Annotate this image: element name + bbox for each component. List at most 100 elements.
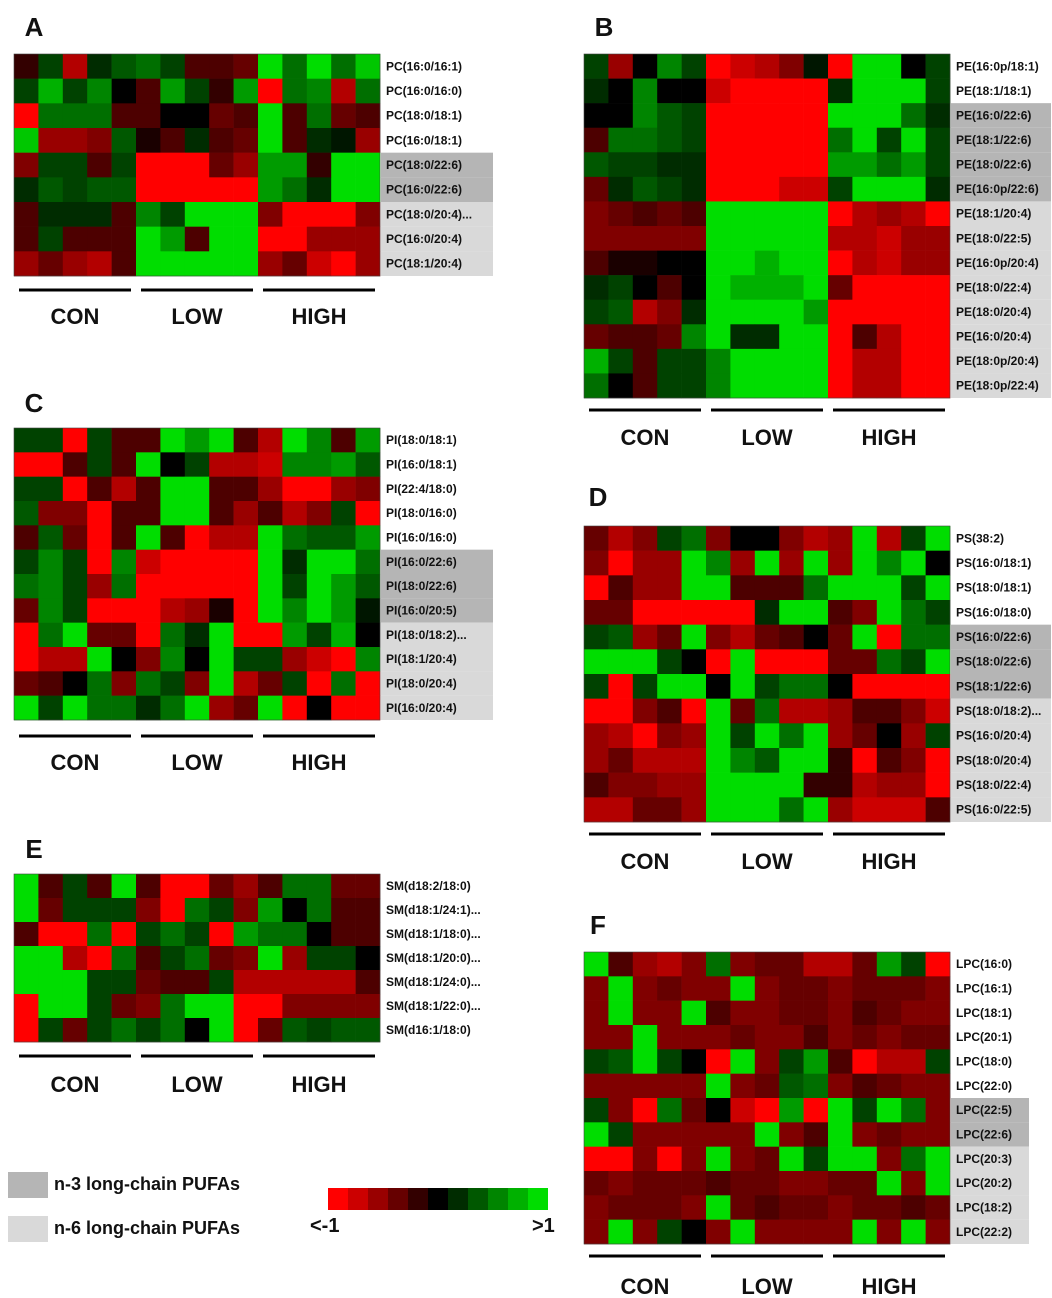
heatmap-cell: [706, 797, 731, 823]
row-label: SM(d18:1/22:0)...: [386, 999, 481, 1013]
heatmap-cell: [803, 1073, 829, 1099]
heatmap-cell: [160, 128, 186, 153]
heatmap-cell: [87, 54, 112, 79]
heatmap-cell: [754, 698, 780, 724]
row-highlight-n3: [381, 574, 493, 599]
heatmap-cell: [62, 177, 88, 203]
row-label: PC(18:0/22:6): [386, 158, 462, 172]
heatmap-cell: [681, 698, 707, 724]
heatmap-cell: [852, 649, 878, 675]
heatmap-cell: [111, 177, 137, 203]
heatmap-cell: [901, 674, 926, 699]
heatmap-cell: [282, 874, 308, 899]
heatmap-cell: [706, 275, 731, 301]
heatmap-cell: [901, 1146, 926, 1172]
heatmap-cell: [803, 275, 829, 301]
row-highlight-n3: [951, 649, 1051, 674]
heatmap-cell: [306, 574, 332, 599]
heatmap-cell: [608, 373, 634, 399]
row-label: SM(d18:1/24:0)...: [386, 975, 481, 989]
heatmap-cell: [779, 176, 804, 202]
heatmap-cell: [632, 1098, 658, 1123]
heatmap-cell: [111, 501, 137, 526]
heatmap-cell: [803, 952, 829, 977]
row-label: LPC(20:3): [956, 1152, 1012, 1166]
heatmap-cell: [331, 898, 356, 923]
heatmap-cell: [136, 970, 161, 995]
heatmap-cell: [306, 501, 332, 526]
heatmap-cell: [925, 226, 951, 251]
heatmap-cell: [754, 649, 780, 675]
heatmap-cell: [730, 797, 756, 823]
heatmap-cell: [803, 748, 829, 773]
heatmap-cell: [136, 177, 161, 203]
heatmap-cell: [233, 874, 259, 899]
heatmap-cell: [852, 976, 878, 1001]
heatmap-cell: [282, 946, 308, 971]
heatmap-cell: [233, 1018, 259, 1043]
heatmap-cell: [681, 1146, 707, 1172]
heatmap-cell: [87, 78, 112, 104]
heatmap-cell: [925, 649, 951, 675]
heatmap-cell: [706, 526, 731, 551]
heatmap-cell: [136, 922, 161, 947]
heatmap-cell: [779, 1098, 804, 1123]
heatmap-cell: [608, 649, 634, 675]
row-highlight-n6: [951, 373, 1051, 398]
heatmap-cell: [876, 526, 902, 551]
heatmap-cell: [258, 695, 283, 721]
heatmap-cell: [306, 695, 332, 721]
heatmap-cell: [331, 671, 356, 696]
row-label: PC(16:0/22:6): [386, 183, 462, 197]
heatmap-cell: [355, 452, 381, 477]
heatmap-cell: [184, 128, 210, 153]
heatmap-cell: [657, 698, 682, 724]
row-highlight-n3: [951, 624, 1051, 650]
heatmap-cell: [925, 600, 951, 625]
heatmap-cell: [876, 275, 902, 301]
row-label: LPC(18:2): [956, 1201, 1012, 1215]
heatmap-cell: [584, 54, 609, 79]
heatmap-cell: [754, 348, 780, 374]
row-label: PC(18:1/20:4): [386, 257, 462, 271]
panel-letter: B: [595, 12, 614, 42]
heatmap-cell: [160, 1018, 186, 1043]
heatmap-cell: [331, 428, 356, 453]
heatmap-cell: [306, 54, 332, 79]
heatmap-cell: [355, 226, 381, 252]
heatmap-cell: [681, 550, 707, 576]
color-scale-cell: [528, 1188, 548, 1210]
heatmap-cell: [852, 299, 878, 325]
heatmap-cell: [160, 898, 186, 923]
heatmap-cell: [136, 994, 161, 1019]
heatmap-cell: [331, 970, 356, 995]
heatmap-cell: [803, 674, 829, 699]
heatmap-cell: [184, 1018, 210, 1043]
heatmap-cell: [584, 600, 609, 625]
heatmap-cell: [779, 723, 804, 749]
heatmap-cell: [184, 549, 210, 575]
heatmap-cell: [754, 250, 780, 276]
heatmap-cell: [657, 723, 682, 749]
heatmap-cell: [184, 525, 210, 550]
heatmap-cell: [38, 78, 64, 104]
heatmap-cell: [608, 1122, 634, 1147]
heatmap-cell: [184, 598, 210, 623]
heatmap-cell: [14, 946, 39, 971]
heatmap-cell: [209, 251, 234, 277]
heatmap-cell: [681, 797, 707, 823]
heatmap-cell: [706, 103, 731, 129]
heatmap-cell: [657, 1219, 682, 1245]
heatmap-cell: [754, 1171, 780, 1196]
heatmap-cell: [355, 671, 381, 696]
heatmap-cell: [282, 922, 308, 947]
row-label: PE(16:0/20:4): [956, 330, 1031, 344]
heatmap-cell: [754, 952, 780, 977]
heatmap-cell: [62, 622, 88, 648]
heatmap-cell: [681, 1219, 707, 1245]
heatmap-cell: [706, 1073, 731, 1099]
heatmap-cell: [584, 250, 609, 276]
heatmap-cell: [608, 674, 634, 699]
row-label: LPC(20:2): [956, 1176, 1012, 1190]
